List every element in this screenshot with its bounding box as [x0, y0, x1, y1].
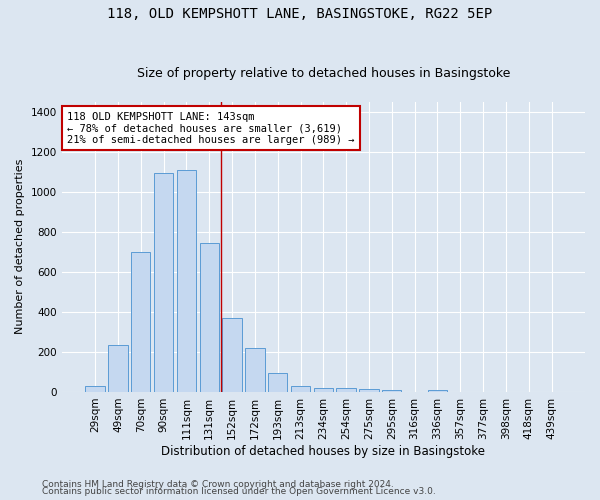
Bar: [223, 318, 242, 392]
Bar: [85, 386, 105, 392]
Text: 118 OLD KEMPSHOTT LANE: 143sqm
← 78% of detached houses are smaller (3,619)
21% : 118 OLD KEMPSHOTT LANE: 143sqm ← 78% of …: [67, 112, 355, 145]
Bar: [245, 348, 265, 392]
Bar: [382, 390, 401, 392]
Text: Contains public sector information licensed under the Open Government Licence v3: Contains public sector information licen…: [42, 487, 436, 496]
Bar: [268, 373, 287, 392]
Title: Size of property relative to detached houses in Basingstoke: Size of property relative to detached ho…: [137, 66, 510, 80]
Bar: [177, 170, 196, 392]
Bar: [154, 172, 173, 392]
Bar: [131, 252, 151, 392]
Bar: [428, 390, 447, 392]
Text: 118, OLD KEMPSHOTT LANE, BASINGSTOKE, RG22 5EP: 118, OLD KEMPSHOTT LANE, BASINGSTOKE, RG…: [107, 8, 493, 22]
Bar: [337, 388, 356, 392]
X-axis label: Distribution of detached houses by size in Basingstoke: Distribution of detached houses by size …: [161, 444, 485, 458]
Bar: [108, 345, 128, 392]
Bar: [314, 388, 333, 392]
Bar: [200, 242, 219, 392]
Y-axis label: Number of detached properties: Number of detached properties: [15, 159, 25, 334]
Bar: [359, 389, 379, 392]
Text: Contains HM Land Registry data © Crown copyright and database right 2024.: Contains HM Land Registry data © Crown c…: [42, 480, 394, 489]
Bar: [291, 386, 310, 392]
